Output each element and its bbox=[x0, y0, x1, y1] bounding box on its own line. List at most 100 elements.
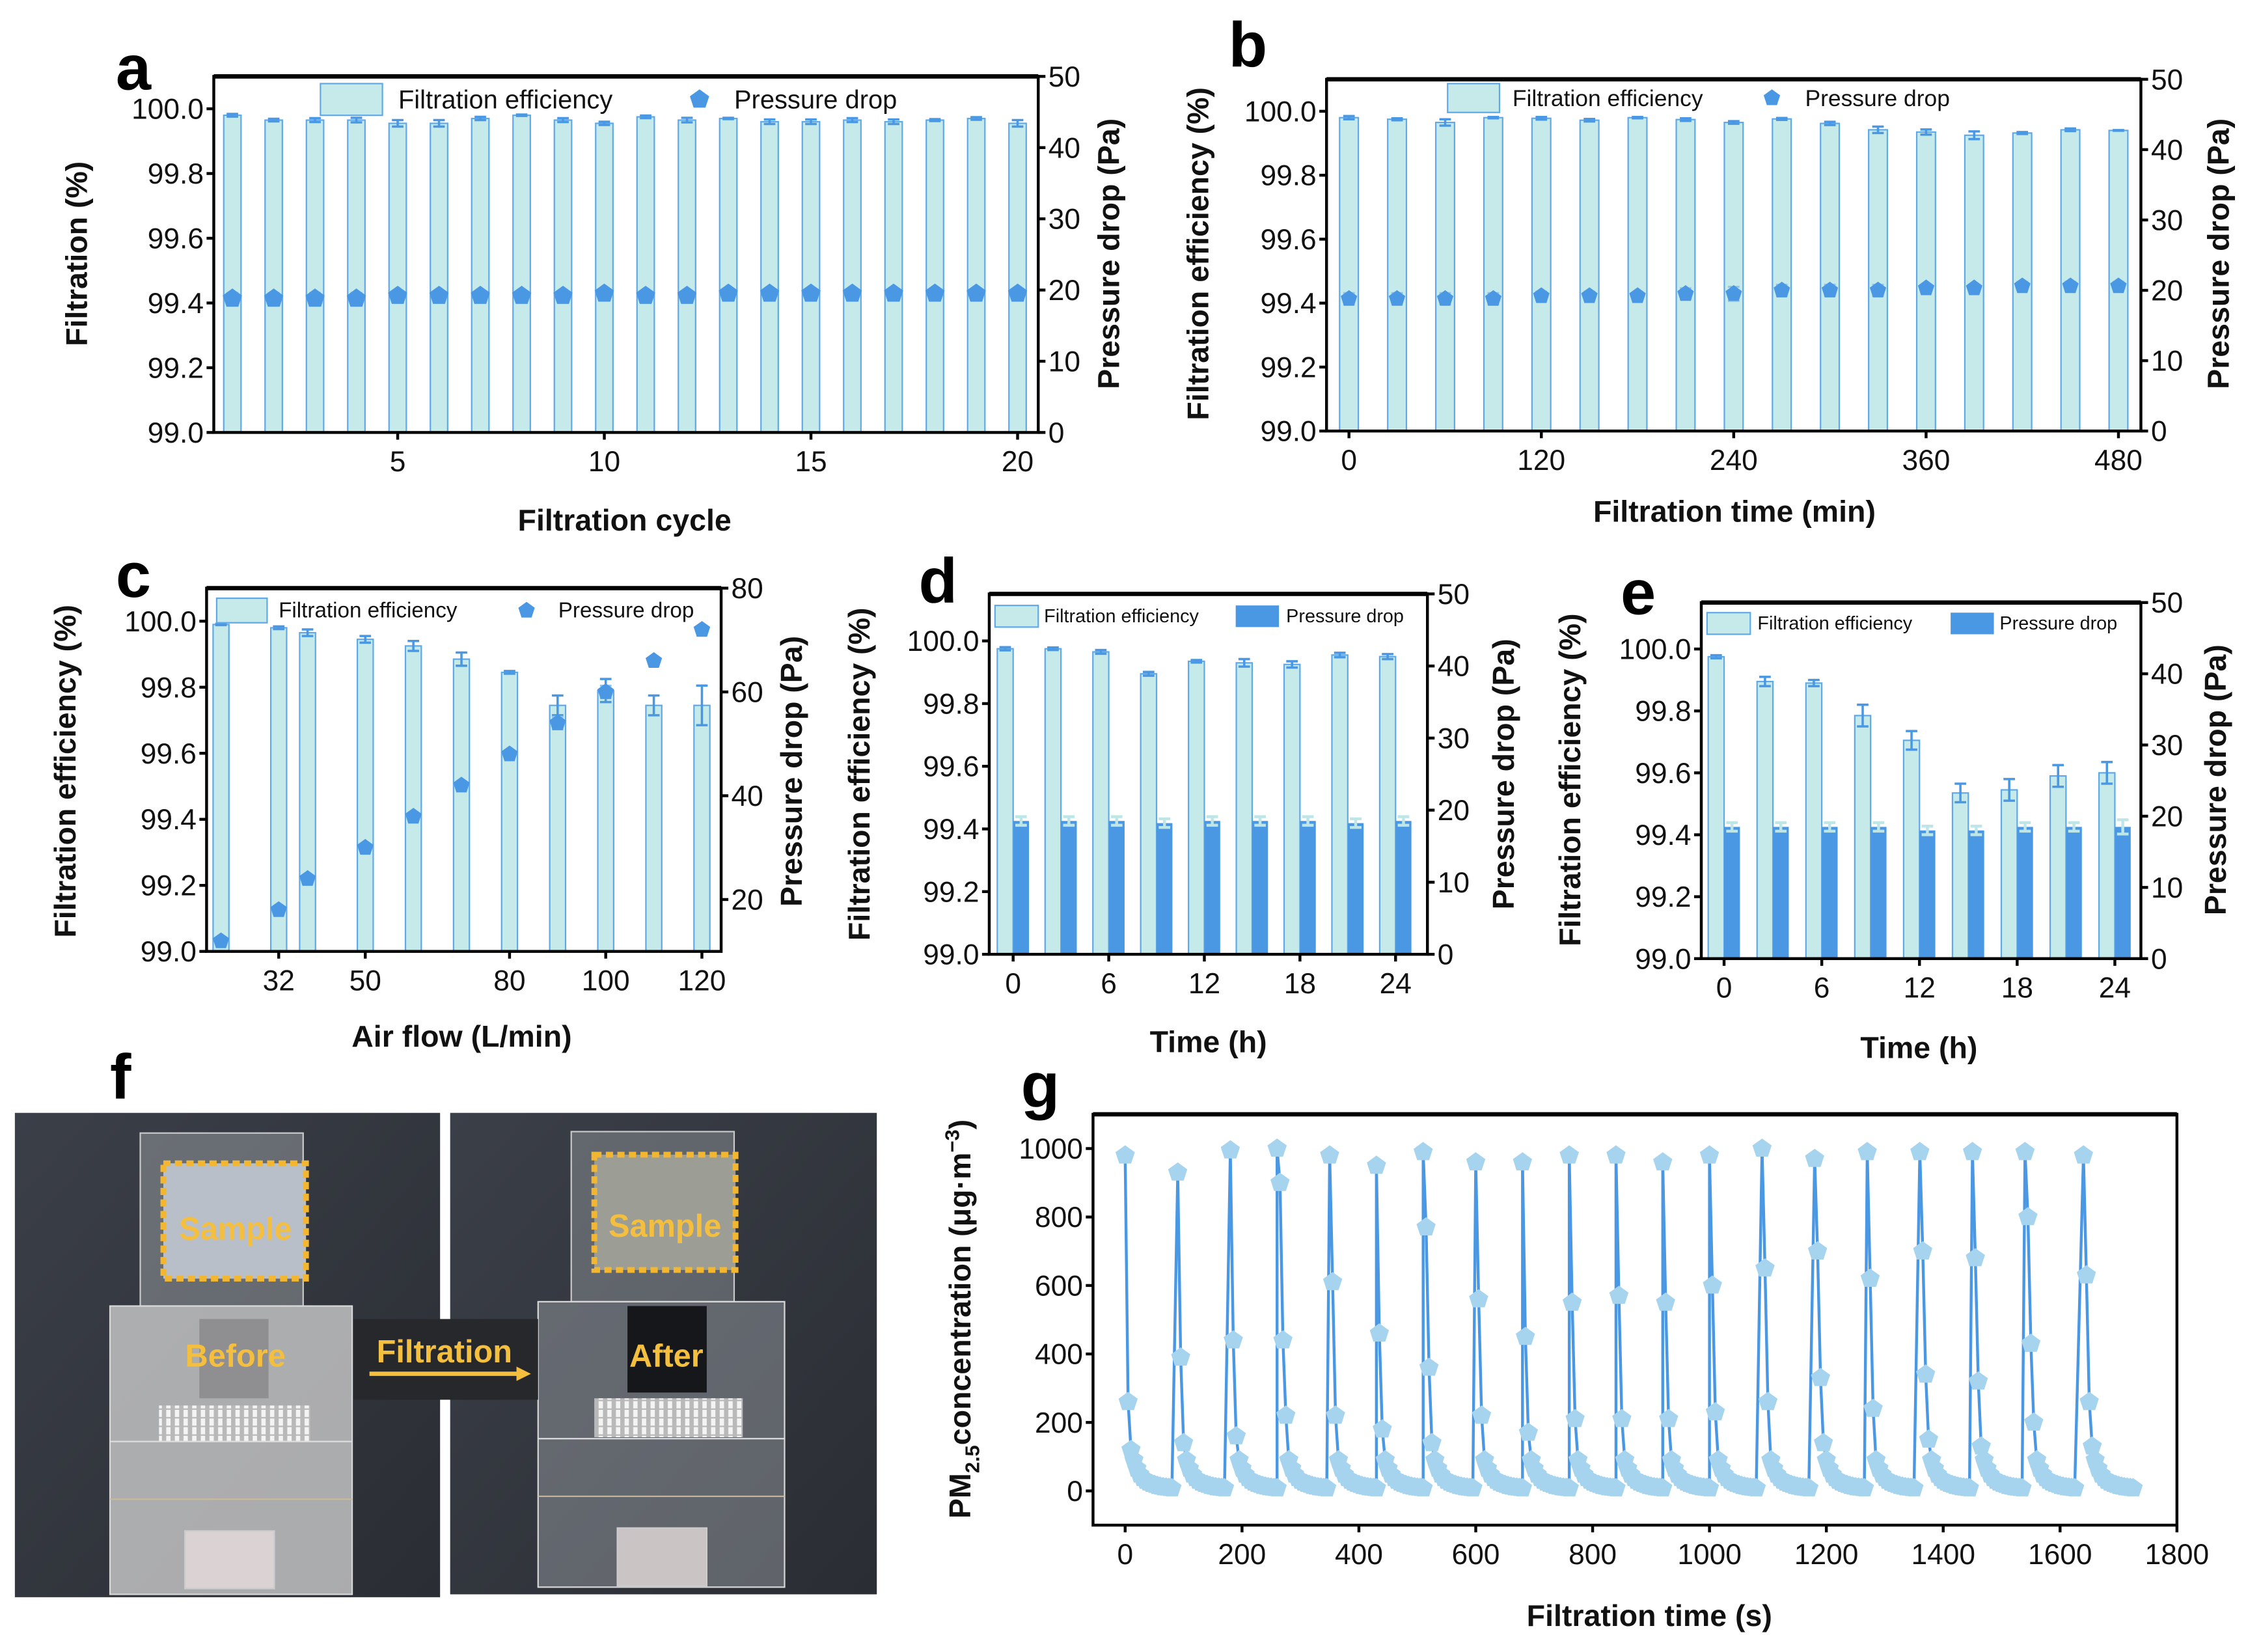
pressure-marker bbox=[2062, 277, 2079, 294]
efficiency-bar bbox=[1008, 122, 1027, 434]
y2-tick-label: 20 bbox=[1048, 275, 1080, 307]
pm25-marker bbox=[1322, 1272, 1343, 1291]
pm25-marker bbox=[2083, 1436, 2102, 1455]
efficiency-bar bbox=[452, 658, 471, 952]
x-tick-label: 5 bbox=[390, 446, 406, 478]
efficiency-error-bar bbox=[1011, 118, 1024, 128]
y-tick-label: 99.2 bbox=[148, 352, 204, 384]
pm25-marker bbox=[1267, 1478, 1287, 1496]
pressure-marker bbox=[636, 285, 655, 304]
panel-letter-f: f bbox=[110, 1041, 131, 1112]
x-tick-label: 400 bbox=[1335, 1539, 1383, 1571]
efficiency-error-bar bbox=[504, 670, 515, 675]
y-axis-title: Filtration efficiency (%) bbox=[842, 607, 876, 941]
y2-tick-label: 30 bbox=[1438, 723, 1470, 754]
pm25-marker bbox=[1513, 1152, 1533, 1171]
x-axis-title: Time (h) bbox=[1150, 1025, 1267, 1059]
pm25-marker bbox=[1214, 1478, 1235, 1496]
pm25-marker bbox=[1118, 1392, 1138, 1411]
pressure-error-bar bbox=[1921, 825, 1934, 836]
pressure-marker bbox=[693, 621, 711, 637]
y-axis-title: PM2.5concentration (μg·m−3) bbox=[940, 1120, 983, 1519]
pm25-marker bbox=[1699, 1145, 1720, 1164]
efficiency-error-bar bbox=[1632, 116, 1643, 120]
filtration-arrow-label: Filtration bbox=[377, 1334, 512, 1370]
pm25-marker bbox=[1913, 1241, 1933, 1260]
y2-tick-label: 0 bbox=[2151, 416, 2167, 448]
efficiency-bar bbox=[1868, 129, 1889, 432]
chart-panel-a: a Filtration efficiency Pressure drop 99.0 9… bbox=[60, 32, 1126, 537]
pm25-marker bbox=[1703, 1275, 1722, 1294]
efficiency-error-bar bbox=[999, 646, 1011, 652]
efficiency-error-bar bbox=[1680, 117, 1692, 122]
y2-tick-label: 10 bbox=[2151, 872, 2183, 904]
y-tick-label: 99.6 bbox=[141, 738, 197, 770]
x-tick-label: 0 bbox=[1117, 1539, 1133, 1571]
efficiency-bar bbox=[549, 704, 567, 952]
pressure-marker bbox=[549, 714, 566, 730]
efficiency-bar bbox=[996, 648, 1014, 956]
pm25-marker bbox=[2018, 1207, 2038, 1226]
sensor-device-after bbox=[616, 1527, 707, 1587]
x-tick-label: 6 bbox=[1814, 972, 1830, 1004]
y-tick-label: 200 bbox=[1035, 1407, 1083, 1439]
pressure-marker bbox=[270, 901, 287, 917]
efficiency-bar bbox=[966, 117, 986, 434]
efficiency-bar bbox=[925, 119, 944, 434]
pm25-marker bbox=[1326, 1405, 1345, 1424]
pm25-marker bbox=[1919, 1429, 1939, 1448]
legend-swatch-efficiency bbox=[994, 605, 1039, 628]
legend-label-pressure: Pressure drop bbox=[1805, 85, 1949, 111]
y2-tick-label: 10 bbox=[1438, 867, 1470, 899]
panel-letter-a: a bbox=[116, 32, 152, 103]
pm25-marker bbox=[2064, 1478, 2085, 1496]
y2-tick-label: 0 bbox=[1048, 417, 1065, 449]
pm25-marker bbox=[1518, 1422, 1539, 1441]
y-tick-label: 100.0 bbox=[124, 606, 197, 638]
y-tick-label: 99.4 bbox=[1635, 819, 1691, 851]
y-tick-label: 99.2 bbox=[141, 870, 197, 902]
pressure-error-bar bbox=[1350, 817, 1362, 829]
chart-panel-e: e Filtration efficiency Pressure drop 99.0 9… bbox=[1553, 557, 2232, 1064]
pm25-refill-line bbox=[2073, 1155, 2085, 1489]
efficiency-error-bar bbox=[2003, 778, 2016, 802]
efficiency-error-bar bbox=[1391, 117, 1403, 122]
pm25-marker bbox=[1367, 1478, 1386, 1496]
pm25-cycle-line bbox=[2023, 1151, 2075, 1490]
pm25-marker bbox=[1653, 1152, 1673, 1171]
efficiency-bar bbox=[212, 624, 230, 952]
panel-letter-c: c bbox=[116, 540, 151, 611]
pm25-marker bbox=[1857, 1142, 1877, 1161]
pm25-marker bbox=[2076, 1265, 2096, 1284]
y2-axis-title: Pressure drop (Pa) bbox=[2202, 118, 2236, 389]
pm25-marker bbox=[1606, 1478, 1626, 1496]
efficiency-error-bar bbox=[1872, 125, 1884, 135]
pressure-marker bbox=[553, 285, 573, 304]
pressure-bar bbox=[1822, 827, 1838, 959]
x-tick-label: 120 bbox=[1517, 445, 1565, 476]
y2-tick-label: 40 bbox=[732, 780, 763, 812]
efficiency-bar bbox=[1531, 117, 1552, 432]
pressure-marker bbox=[1007, 283, 1028, 302]
y2-tick-label: 0 bbox=[2151, 943, 2167, 975]
y2-tick-label: 20 bbox=[2151, 275, 2183, 307]
pm25-marker bbox=[1224, 1330, 1243, 1349]
efficiency-error-bar bbox=[2052, 764, 2064, 788]
efficiency-error-bar bbox=[557, 117, 569, 124]
fan-after bbox=[627, 1306, 707, 1393]
chart-panel-g: g 0 200 400 600 800 1000 0 200 400 600 800 1000 1200 1… bbox=[940, 1050, 2209, 1632]
pressure-marker bbox=[645, 652, 663, 668]
x-tick-label: 32 bbox=[263, 965, 295, 997]
pm25-marker bbox=[1656, 1292, 1675, 1311]
efficiency-bar bbox=[269, 627, 288, 952]
pm25-cycle-line bbox=[1123, 1155, 1172, 1490]
x-tick-label: 240 bbox=[1710, 445, 1758, 476]
x-tick-label: 1400 bbox=[1911, 1539, 1975, 1571]
efficiency-error-bar bbox=[2064, 127, 2076, 133]
x-tick-label: 200 bbox=[1218, 1539, 1266, 1571]
x-tick-label: 360 bbox=[1902, 445, 1950, 476]
x-tick-label: 15 bbox=[795, 446, 827, 478]
pressure-bar bbox=[1252, 821, 1268, 955]
pressure-marker bbox=[1917, 279, 1935, 296]
